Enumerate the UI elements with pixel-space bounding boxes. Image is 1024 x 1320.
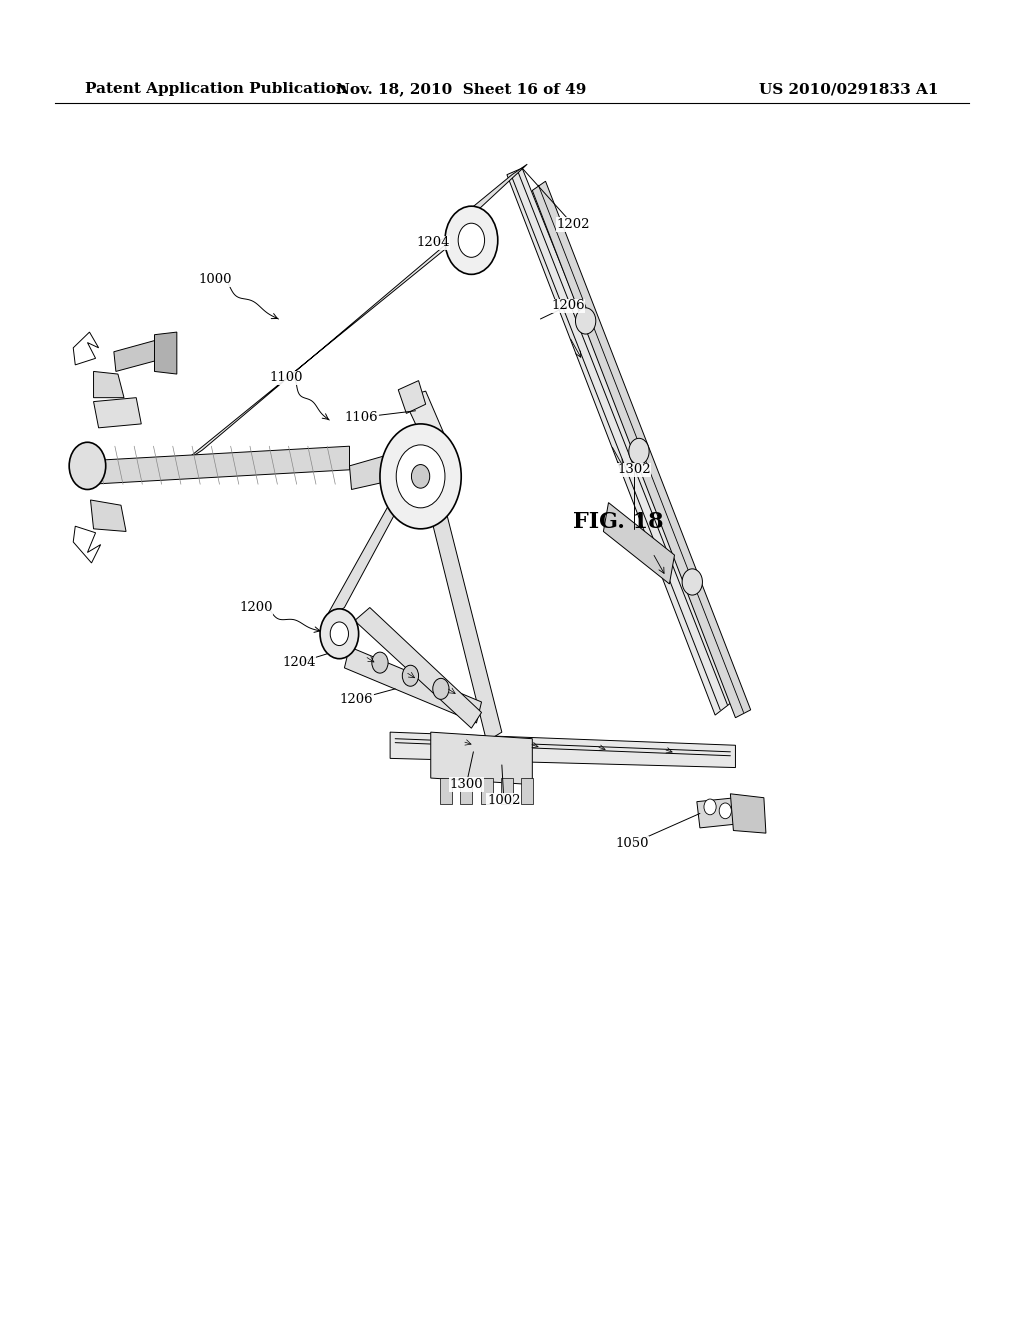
Polygon shape: [344, 647, 481, 723]
Circle shape: [575, 308, 596, 334]
Polygon shape: [90, 446, 349, 484]
Text: Patent Application Publication: Patent Application Publication: [85, 82, 347, 96]
Polygon shape: [93, 371, 124, 397]
Circle shape: [70, 442, 105, 490]
Text: 1302: 1302: [617, 463, 650, 477]
Polygon shape: [480, 777, 493, 804]
Polygon shape: [521, 777, 534, 804]
Text: 1206: 1206: [340, 693, 374, 706]
Polygon shape: [182, 224, 469, 463]
Polygon shape: [74, 527, 100, 562]
Polygon shape: [501, 777, 513, 804]
Circle shape: [321, 609, 358, 659]
Polygon shape: [155, 333, 177, 374]
Polygon shape: [403, 391, 451, 457]
Text: 1206: 1206: [551, 300, 585, 313]
Circle shape: [372, 652, 388, 673]
Circle shape: [330, 622, 348, 645]
Polygon shape: [398, 380, 426, 413]
Circle shape: [445, 206, 498, 275]
Polygon shape: [460, 777, 472, 804]
Polygon shape: [114, 339, 165, 371]
Polygon shape: [603, 503, 675, 583]
Text: US 2010/0291833 A1: US 2010/0291833 A1: [759, 82, 939, 96]
Polygon shape: [697, 797, 737, 828]
Polygon shape: [730, 793, 766, 833]
Polygon shape: [349, 453, 398, 490]
Circle shape: [380, 424, 461, 529]
Polygon shape: [325, 457, 426, 620]
Polygon shape: [74, 333, 98, 364]
Polygon shape: [532, 181, 751, 718]
Circle shape: [402, 665, 419, 686]
Circle shape: [629, 438, 649, 465]
Polygon shape: [507, 168, 735, 715]
Polygon shape: [390, 733, 735, 767]
Polygon shape: [456, 164, 527, 220]
Text: 1050: 1050: [615, 837, 648, 850]
Polygon shape: [431, 733, 532, 784]
Text: Nov. 18, 2010  Sheet 16 of 49: Nov. 18, 2010 Sheet 16 of 49: [336, 82, 587, 96]
Text: 1000: 1000: [199, 273, 232, 286]
Text: 1204: 1204: [416, 236, 450, 249]
Text: 1202: 1202: [556, 218, 590, 231]
Text: 1100: 1100: [269, 371, 303, 384]
Circle shape: [412, 465, 430, 488]
Circle shape: [703, 799, 716, 814]
Text: FIG. 18: FIG. 18: [573, 511, 664, 533]
Polygon shape: [440, 777, 452, 804]
Circle shape: [433, 678, 450, 700]
Text: 1200: 1200: [240, 601, 272, 614]
Text: 1300: 1300: [450, 777, 483, 791]
Circle shape: [458, 223, 484, 257]
Polygon shape: [90, 500, 126, 532]
Polygon shape: [93, 397, 141, 428]
Polygon shape: [426, 483, 502, 742]
Circle shape: [396, 445, 445, 508]
Text: 1002: 1002: [487, 793, 520, 807]
Text: 1106: 1106: [345, 411, 379, 424]
Circle shape: [682, 569, 702, 595]
Polygon shape: [354, 607, 481, 729]
Text: 1204: 1204: [282, 656, 315, 669]
Circle shape: [719, 803, 731, 818]
